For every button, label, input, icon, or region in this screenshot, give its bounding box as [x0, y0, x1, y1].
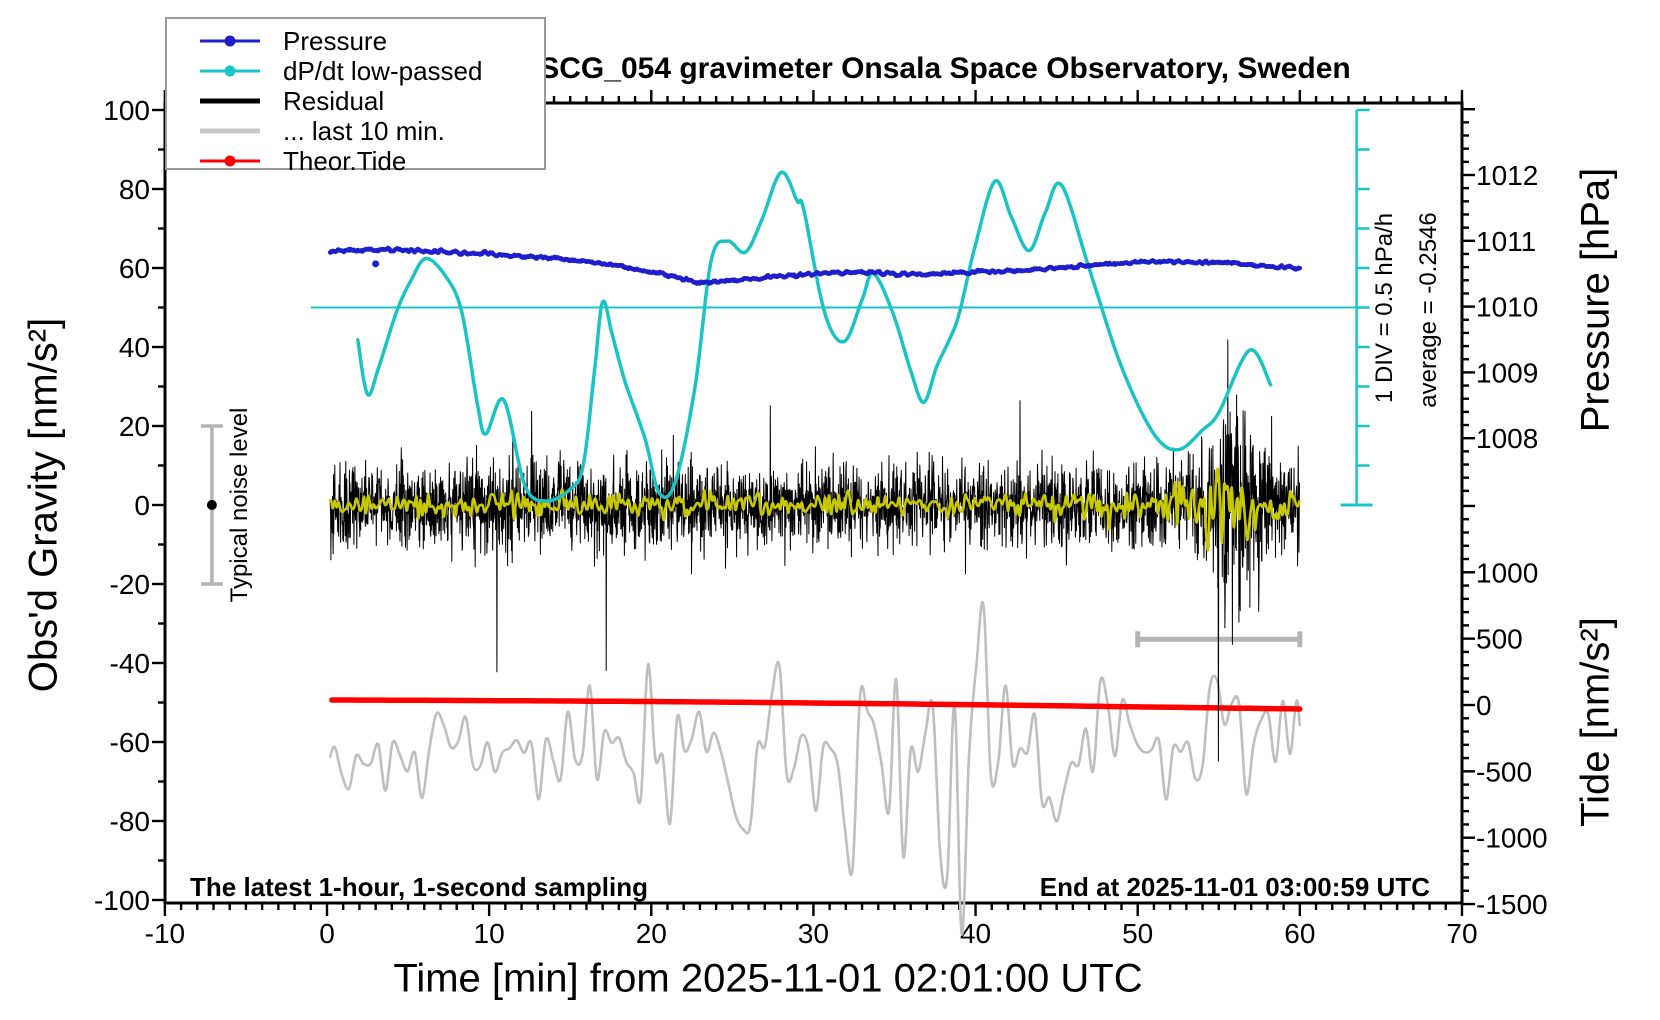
tide-tick-label: 500: [1476, 624, 1523, 655]
x-tick-label: -10: [145, 918, 185, 949]
legend-sample-line-dot: [200, 65, 260, 77]
legend-item: Residual: [167, 86, 384, 116]
noise-bar-dot: [206, 500, 217, 510]
gravity-tick-label: 60: [119, 253, 150, 284]
x-tick-label: 20: [636, 918, 667, 949]
legend-item-label: ... last 10 min.: [283, 115, 445, 146]
legend-item-label: dP/dt low-passed: [283, 55, 483, 86]
legend-sample-line: [200, 98, 260, 104]
pressure-tick-label: 1012: [1476, 160, 1538, 191]
y-axis-title-gravity: Obs'd Gravity [nm/s²]: [21, 317, 66, 693]
sampling-note: The latest 1-hour, 1-second sampling: [190, 872, 648, 902]
y-axis-title-pressure: Pressure [hPa]: [1573, 167, 1618, 433]
pressure-outlier-dot: [372, 260, 380, 268]
tide-tick-label: -1000: [1476, 823, 1548, 854]
noise-level-label: Typical noise level: [226, 407, 253, 603]
pressure-series: [327, 245, 1303, 286]
legend-item: ... last 10 min.: [167, 116, 445, 146]
gravity-tick-label: -40: [110, 648, 150, 679]
tide-tick-label: -1500: [1476, 889, 1548, 920]
x-tick-label: 10: [474, 918, 505, 949]
legend-item-label: Theor.Tide: [283, 145, 407, 176]
x-tick-label: 50: [1122, 918, 1153, 949]
theor-tide-series: [329, 697, 1303, 712]
x-tick-label: 60: [1284, 918, 1315, 949]
x-axis-title: Time [min] from 2025-11-01 02:01:00 UTC: [393, 956, 1143, 1001]
gravity-tick-label: -20: [110, 569, 150, 600]
end-time-note: End at 2025-11-01 03:00:59 UTC: [1039, 872, 1430, 902]
legend-item-label: Residual: [283, 85, 385, 116]
x-tick-label: 0: [319, 918, 335, 949]
legend-sample-line-dot: [200, 35, 260, 47]
pressure-tick-label: 1011: [1476, 226, 1536, 257]
average-label: average = -0.2546: [1415, 212, 1442, 408]
legend-sample-line: [200, 128, 260, 134]
legend-item: dP/dt low-passed: [167, 56, 482, 86]
residual-lowpassed-series: [328, 467, 1301, 552]
legend-item-label: Pressure: [283, 25, 388, 56]
gravity-tick-label: 80: [119, 174, 150, 205]
gravity-tick-label: -80: [110, 806, 150, 837]
gravity-tick-label: -100: [94, 885, 150, 916]
legend-sample-line-dot: [200, 155, 260, 167]
pressure-tick-label: 1010: [1476, 292, 1538, 323]
pressure-tick-label: 1009: [1476, 357, 1538, 388]
page-title: SCG_054 gravimeter Onsala Space Observat…: [539, 52, 1351, 85]
tide-tick-label: -500: [1476, 756, 1532, 787]
pressure-tick-label: 1008: [1476, 423, 1538, 454]
div-scale-label: 1 DIV = 0.5 hPa/h: [1371, 212, 1398, 404]
dpdt-series: [356, 170, 1273, 503]
x-tick-label: 70: [1446, 918, 1477, 949]
tide-tick-label: 1000: [1476, 557, 1538, 588]
last10min-series: [328, 600, 1301, 936]
x-tick-label: 40: [960, 918, 991, 949]
y-axis-title-tide: Tide [nm/s²]: [1573, 617, 1618, 827]
gravity-tick-label: -60: [110, 727, 150, 758]
legend-item: Pressure: [167, 26, 387, 56]
gravity-tick-label: 20: [119, 411, 150, 442]
x-tick-label: 30: [798, 918, 829, 949]
legend-item: Theor.Tide: [167, 146, 406, 176]
tide-tick-label: 0: [1476, 690, 1492, 721]
gravity-tick-label: 40: [119, 332, 150, 363]
gravity-tick-label: 100: [103, 95, 150, 126]
gravity-tick-label: 0: [134, 490, 150, 521]
legend: Pressure dP/dt low-passed Residual... last…: [165, 17, 546, 176]
